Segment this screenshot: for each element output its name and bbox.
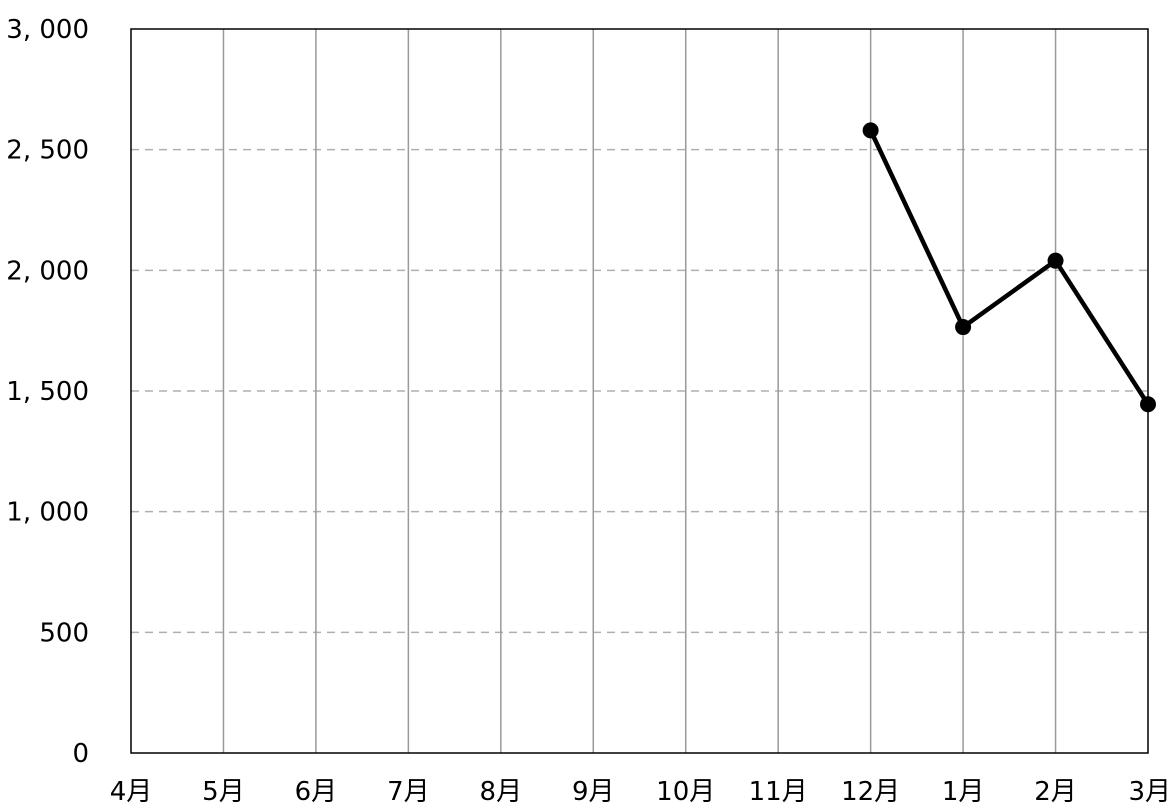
x-tick-label: 4月 bbox=[110, 777, 153, 807]
y-tick-label: 2, 500 bbox=[6, 136, 89, 166]
horizontal-grid bbox=[131, 148, 1148, 634]
x-tick-label: 6月 bbox=[295, 777, 338, 807]
y-tick-label: 1, 500 bbox=[6, 377, 89, 407]
x-tick-label: 7月 bbox=[387, 777, 430, 807]
y-tick-label: 3, 000 bbox=[6, 15, 89, 45]
x-tick-label: 12月 bbox=[841, 777, 900, 807]
x-tick-label: 5月 bbox=[202, 777, 245, 807]
x-tick-label: 10月 bbox=[656, 777, 715, 807]
y-tick-label: 1, 000 bbox=[6, 498, 89, 528]
y-tick-label: 2, 000 bbox=[6, 256, 89, 286]
vertical-grid bbox=[222, 29, 1057, 753]
data-point-marker bbox=[862, 122, 879, 139]
data-point-marker bbox=[955, 319, 972, 336]
y-axis-tick-labels: 0 500 1, 000 1, 500 2, 000 2, 500 3, 000 bbox=[6, 15, 89, 769]
y-tick-label: 500 bbox=[39, 618, 89, 648]
x-tick-label: 9月 bbox=[572, 777, 615, 807]
series-line bbox=[868, 129, 1150, 406]
plot-area-frame bbox=[130, 28, 1149, 754]
x-tick-label: 11月 bbox=[749, 777, 808, 807]
x-axis-tick-labels: 4月 5月 6月 7月 8月 9月 10月 11月 12月 1月 2月 3月 bbox=[110, 777, 1171, 807]
data-point-marker bbox=[1140, 396, 1156, 413]
data-point-marker bbox=[1047, 252, 1064, 269]
x-tick-label: 3月 bbox=[1128, 777, 1171, 807]
series-line-group bbox=[862, 122, 1156, 413]
x-tick-label: 2月 bbox=[1034, 777, 1077, 807]
y-tick-label: 0 bbox=[72, 739, 89, 769]
x-tick-label: 8月 bbox=[480, 777, 523, 807]
x-tick-label: 1月 bbox=[942, 777, 985, 807]
